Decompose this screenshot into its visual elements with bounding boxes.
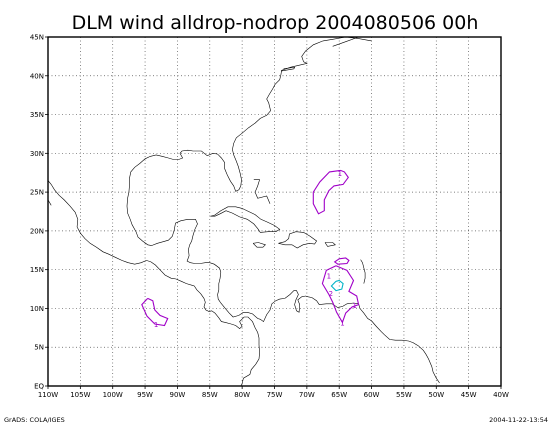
- plot-frame: [47, 36, 502, 387]
- coast-lesser-antilles: [360, 259, 366, 284]
- x-tick-label: 45W: [461, 391, 477, 399]
- y-tick-label: 45N: [30, 34, 44, 42]
- contour-level-2: [330, 279, 344, 292]
- y-tick-label: 15N: [30, 266, 44, 274]
- contour-level-1: [141, 297, 169, 327]
- y-tick-label: 40N: [30, 72, 44, 80]
- y-tick-label: 10N: [30, 305, 44, 313]
- coast-nova-scotia: [332, 36, 359, 47]
- contour-label: 1: [327, 272, 331, 280]
- contour-label: 1: [353, 302, 357, 310]
- contour-labels: 1 1 1 2 1 1: [154, 170, 357, 329]
- x-tick-label: 80W: [234, 391, 250, 399]
- coast-jamaica: [252, 242, 266, 248]
- x-tick-label: 50W: [428, 391, 444, 399]
- x-tick-label: 105W: [70, 391, 90, 399]
- contour-label: 1: [340, 320, 344, 328]
- y-tick-label: 20N: [30, 227, 44, 235]
- x-axis-ticks: 110W 105W 100W 95W 90W 85W 80W 75W 70W 65W 60W 55W 5…: [38, 386, 509, 399]
- x-tick-label: 60W: [364, 391, 380, 399]
- map-title: DLM wind alldrop-nodrop 2004080506 00h: [72, 12, 479, 34]
- graticule: [48, 37, 501, 386]
- x-tick-label: 65W: [331, 391, 347, 399]
- coast-hispaniola: [278, 231, 318, 249]
- coast-long-island: [280, 66, 296, 72]
- contour-label: 1: [338, 170, 342, 178]
- contour-level-1: [321, 265, 360, 324]
- y-tick-label: EQ: [34, 383, 44, 391]
- x-tick-label: 40W: [493, 391, 509, 399]
- footer-left: GrADS: COLA/IGES: [4, 416, 65, 424]
- x-tick-label: 110W: [38, 391, 58, 399]
- y-axis-ticks: EQ 5N 10N 15N 20N 25N 30N 35N 40N 45N: [30, 34, 48, 391]
- x-tick-label: 75W: [267, 391, 283, 399]
- coast-cuba: [210, 206, 281, 233]
- x-tick-label: 70W: [299, 391, 315, 399]
- x-tick-label: 100W: [103, 391, 123, 399]
- y-tick-label: 25N: [30, 189, 44, 197]
- coast-puerto-rico: [324, 242, 336, 247]
- coast-pacific: [47, 180, 260, 387]
- x-tick-label: 55W: [396, 391, 412, 399]
- y-tick-label: 30N: [30, 150, 44, 158]
- x-tick-label: 95W: [137, 391, 153, 399]
- contour-level-1: [312, 169, 349, 215]
- contour-label: 2: [329, 290, 333, 298]
- x-tick-label: 85W: [202, 391, 218, 399]
- coast-bahamas: [253, 179, 271, 204]
- contour-level-1: [333, 257, 350, 265]
- contour-label: 1: [154, 321, 158, 329]
- footer-right: 2004-11-22-13:54: [489, 416, 548, 424]
- x-tick-label: 90W: [170, 391, 186, 399]
- y-tick-label: 5N: [34, 344, 44, 352]
- coastlines: [47, 36, 440, 387]
- y-tick-label: 35N: [30, 111, 44, 119]
- coast-americas: [126, 36, 440, 384]
- contour-lines: [141, 169, 360, 327]
